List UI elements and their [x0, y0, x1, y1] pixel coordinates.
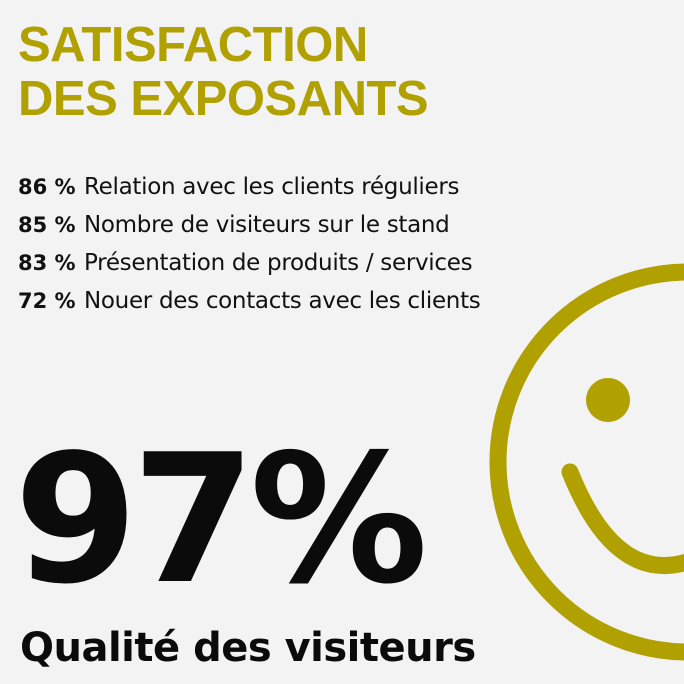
- stat-label: Relation avec les clients réguliers: [84, 174, 460, 200]
- stat-item: 72 % Nouer des contacts avec les clients: [18, 288, 481, 326]
- smiley-outline: [489, 263, 684, 661]
- title-line-1: SATISFACTION: [18, 18, 368, 72]
- stat-percent: 85 %: [18, 213, 76, 237]
- smiley-mouth: [561, 463, 684, 574]
- stat-label: Nouer des contacts avec les clients: [84, 288, 481, 314]
- title-line-2: DES EXPOSANTS: [18, 72, 429, 126]
- stat-percent: 72 %: [18, 289, 76, 313]
- smiley-eye: [586, 378, 630, 422]
- stat-item: 85 % Nombre de visiteurs sur le stand: [18, 212, 480, 250]
- stat-label: Présentation de produits / services: [84, 250, 473, 276]
- stat-item: 86 % Relation avec les clients réguliers: [18, 174, 480, 212]
- stats-list: 86 % Relation avec les clients réguliers…: [18, 174, 481, 326]
- stat-percent: 86 %: [18, 175, 76, 199]
- stat-item: 83 % Présentation de produits / services: [18, 250, 480, 288]
- infographic-title: SATISFACTION DES EXPOSANTS: [18, 18, 429, 126]
- highlight-percent: 97%: [14, 416, 428, 623]
- smiley-face-icon: [489, 263, 684, 661]
- highlight-label: Qualité des visiteurs: [20, 625, 476, 671]
- stat-label: Nombre de visiteurs sur le stand: [84, 212, 450, 238]
- stat-percent: 83 %: [18, 251, 76, 275]
